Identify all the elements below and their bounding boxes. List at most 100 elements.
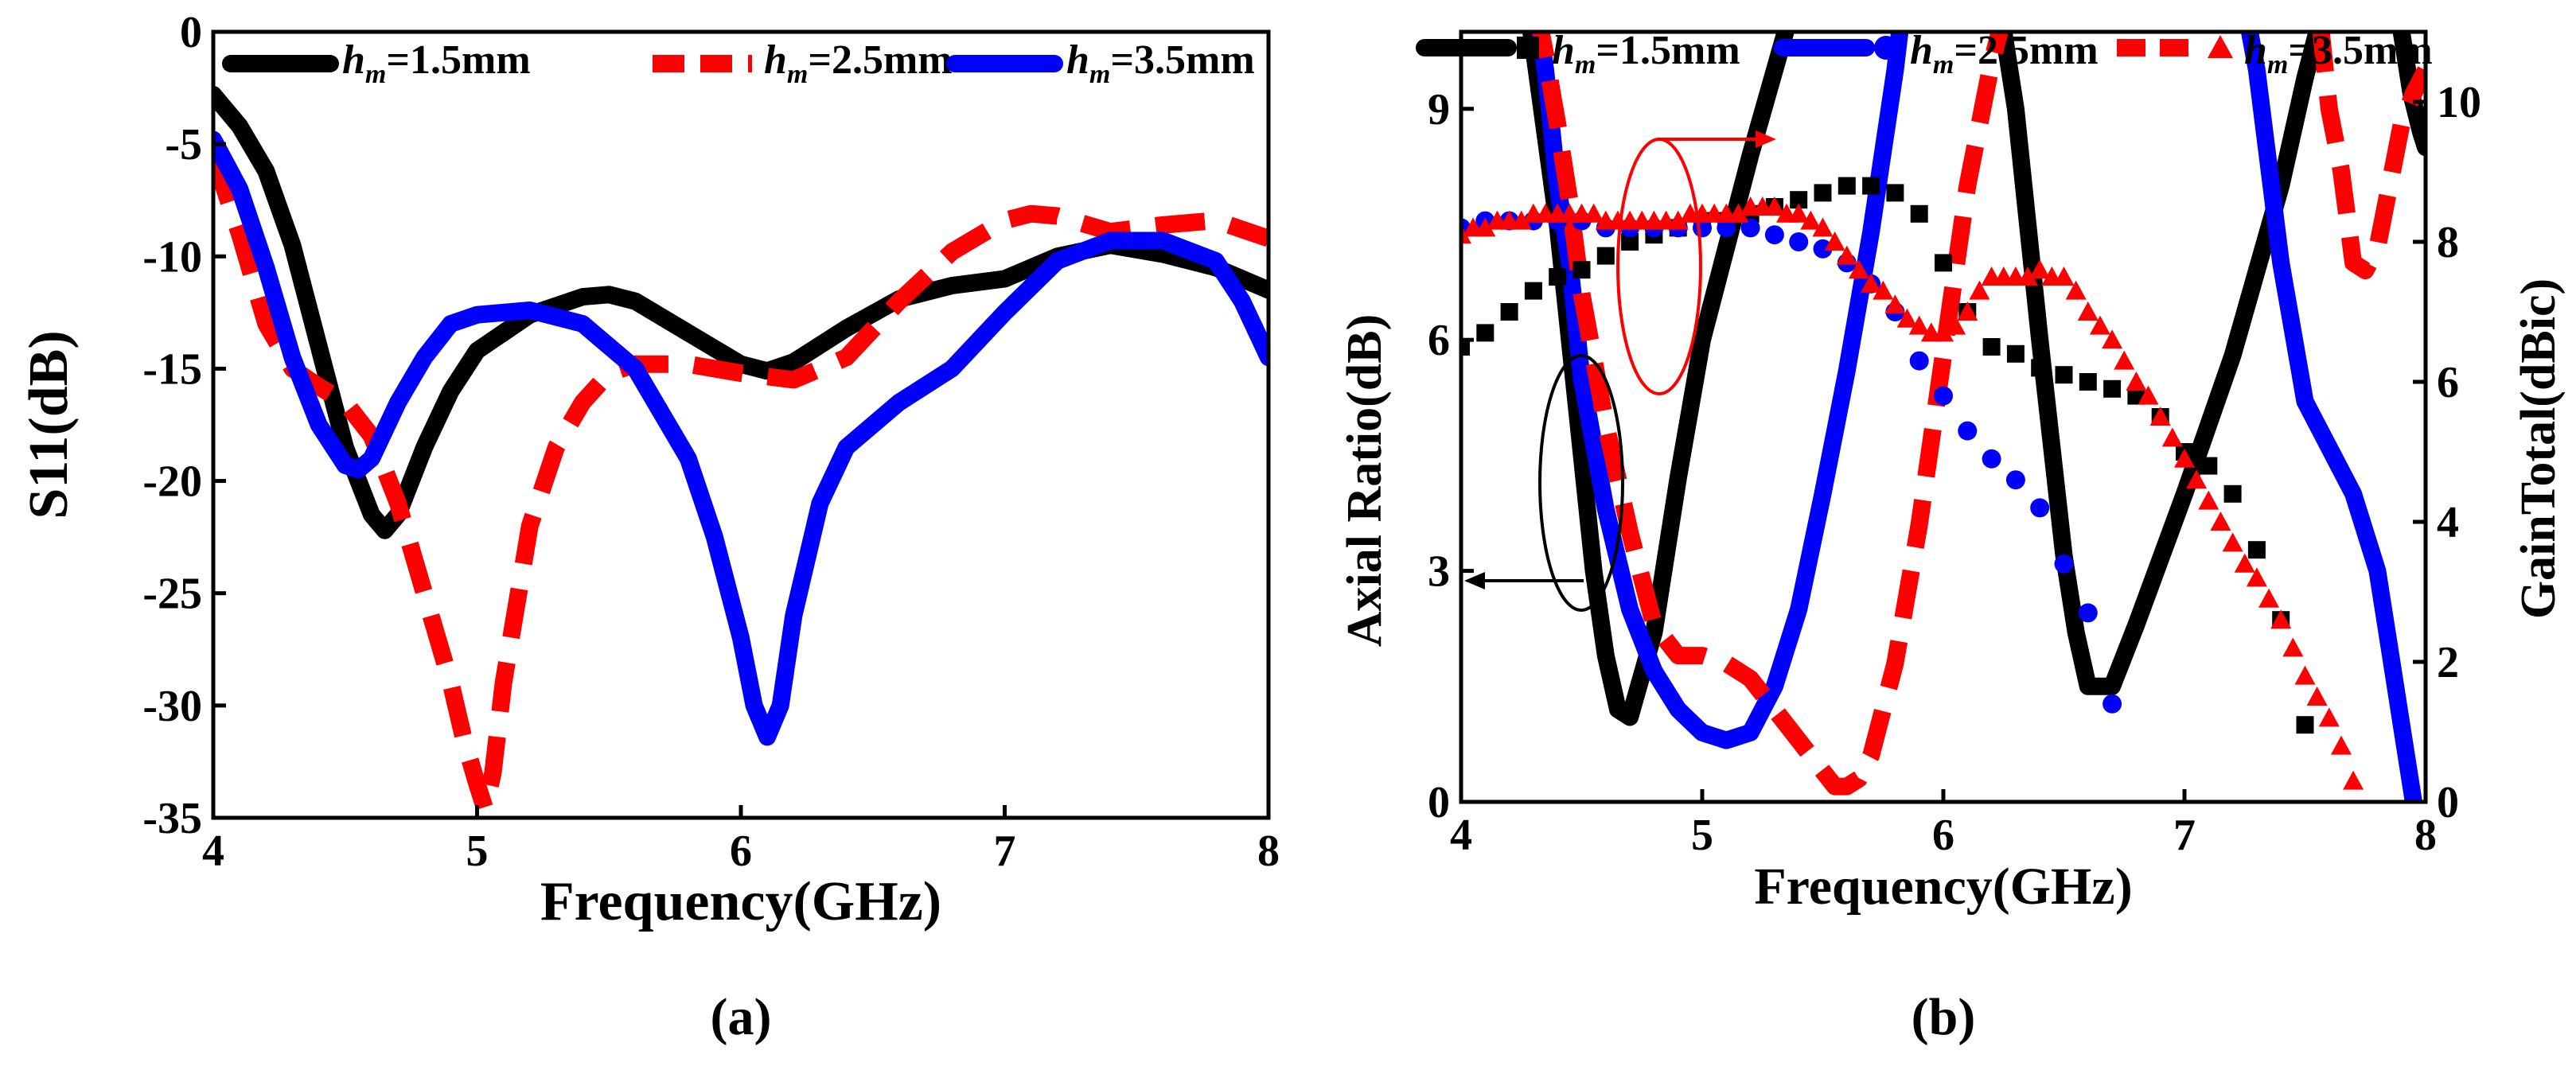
panel-b-gain-point-b15 xyxy=(1549,268,1567,286)
panel-b-ar-line-b15-2 xyxy=(2392,32,2426,157)
panel-b-gain-point-b35 xyxy=(2174,448,2195,468)
panel-b-gain-point-b35 xyxy=(1812,217,1834,237)
panel-b-legend-marker-b35 xyxy=(2208,35,2233,58)
panel-a-legend-label-s35: hm=3.5mm xyxy=(1066,37,1255,89)
panel-a-line-s15 xyxy=(213,86,1269,539)
panel-b-gain-point-b35 xyxy=(2029,259,2051,279)
panel-b-gain-point-b15 xyxy=(1596,247,1615,265)
panel-b-gain-point-b15 xyxy=(1862,177,1880,195)
panel-b-gain-point-b15 xyxy=(2103,379,2122,398)
panel-b-xtick-label: 8 xyxy=(2414,811,2437,860)
panel-b-y2tick-label: 10 xyxy=(2437,78,2481,127)
panel-b-gain-point-b35 xyxy=(2210,512,2231,531)
panel-b-gain-point-b35 xyxy=(2294,665,2316,685)
panel-b-gain-point-b15 xyxy=(2079,373,2097,391)
panel-b-gain-point-b35 xyxy=(2222,532,2243,552)
panel-a-ytick-label: -5 xyxy=(165,120,202,169)
panel-b-gain-point-b35 xyxy=(2282,637,2304,657)
panel-a-xtick-label: 7 xyxy=(994,827,1016,876)
panel-b-gain-point-b35 xyxy=(1848,259,1869,279)
panel-b-gain-point-b25 xyxy=(1934,386,1953,406)
panel-b-gain-point-b35 xyxy=(2126,372,2147,391)
panel-a-ytick-label: -25 xyxy=(142,570,202,619)
panel-b-gain-point-b25 xyxy=(2102,694,2122,714)
panel-b-gain-point-b15 xyxy=(1837,177,1856,195)
panel-b-legend-label-b15: hm=1.5mm xyxy=(1552,28,1740,80)
panel-b-gain-point-b35 xyxy=(1583,203,1604,223)
panel-b-gain-point-b35 xyxy=(1836,245,1857,265)
panel-b-gain-point-b35 xyxy=(2246,567,2267,587)
panel-b-gain-point-b15 xyxy=(2031,359,2049,377)
panel-b-xtick-label: 6 xyxy=(1932,811,1954,860)
panel-b-xtick-label: 7 xyxy=(2173,811,2196,860)
panel-a-line-s35 xyxy=(213,130,1269,746)
panel-b-gain-point-b35 xyxy=(1933,322,1954,342)
panel-b-gain-point-b25 xyxy=(1958,421,1978,441)
panel-b-xtick-label: 5 xyxy=(1691,811,1713,860)
panel-b-gain-point-b15 xyxy=(1572,261,1591,279)
panel-b-gain-point-b35 xyxy=(2102,329,2123,349)
panel-b-ar-line-b25-2 xyxy=(2240,32,2422,802)
panel-b-legend-label-b35: hm=3.5mm xyxy=(2244,28,2433,80)
panel-b-gain-point-b35 xyxy=(1873,280,1894,300)
panel-b-gain-point-b35 xyxy=(1824,231,1845,251)
panel-a-caption: (a) xyxy=(711,988,772,1046)
panel-a-legend-label-s25: hm=2.5mm xyxy=(764,37,953,89)
panel-a-ytick-label: -20 xyxy=(142,457,202,507)
panel-b-gain-point-b15 xyxy=(2006,344,2025,363)
panel-a-ytick-label: -15 xyxy=(142,344,202,394)
panel-b-gain-point-b35 xyxy=(2114,350,2135,370)
panel-a-xtick-label: 6 xyxy=(730,827,752,876)
panel-b-gain-point-b35 xyxy=(1945,315,1966,335)
panel-b-gain-point-b35 xyxy=(1667,210,1689,230)
panel-b-gain-point-b15 xyxy=(1621,233,1639,251)
panel-b-ytick-label: 3 xyxy=(1428,547,1450,597)
panel-b-gain-point-b35 xyxy=(1763,196,1785,216)
panel-b-ylabel: Axial Ratio(dB) xyxy=(1338,314,1392,648)
panel-b-gain-point-b35 xyxy=(1908,315,1930,335)
panel-b-gain-arrow-head xyxy=(1756,130,1776,148)
panel-b-ytick-label: 9 xyxy=(1428,85,1450,134)
panel-b-gain-point-b35 xyxy=(2318,707,2340,727)
panel-b-gain-point-b35 xyxy=(2149,407,2171,426)
panel-b-ar-line-b25-1 xyxy=(1530,32,1909,749)
panel-b-gain-point-b25 xyxy=(1764,225,1784,245)
panel-b-gain-point-b25 xyxy=(1740,218,1760,238)
panel-b-gain-point-b15 xyxy=(2200,457,2218,475)
panel-b-gain-point-b35 xyxy=(2065,280,2087,300)
panel-b-gain-point-b25 xyxy=(1813,239,1833,259)
panel-b-gain-point-b25 xyxy=(1717,218,1736,238)
panel-b-gain-point-b15 xyxy=(2247,541,2266,559)
panel-a-xtick-label: 5 xyxy=(466,827,489,876)
panel-a-xtick-label: 8 xyxy=(1257,827,1280,876)
panel-b-y2tick-label: 6 xyxy=(2437,358,2459,407)
panel-b-gain-point-b15 xyxy=(1910,204,1928,223)
panel-b-gain-point-b35 xyxy=(1957,302,1978,321)
panel-b-gain-point-b35 xyxy=(2077,302,2099,321)
panel-a-xtick-label: 4 xyxy=(202,827,224,876)
panel-b-ytick-label: 0 xyxy=(1428,778,1450,827)
panel-b-caption: (b) xyxy=(1912,988,1976,1046)
panel-b-gain-point-b15 xyxy=(1461,338,1470,356)
panel-b-gain-point-b25 xyxy=(2005,470,2025,490)
panel-b-gain-point-b25 xyxy=(1909,351,1929,371)
panel-a-ytick-label: -10 xyxy=(142,232,202,282)
panel-b-y2tick-label: 8 xyxy=(2437,218,2459,267)
panel-b-gain-point-b15 xyxy=(1476,324,1495,342)
panel-b-gain-point-b35 xyxy=(2161,427,2183,447)
panel-b-ar-line-b15-1 xyxy=(1522,32,2327,726)
panel-b-gain-point-b35 xyxy=(2053,266,2075,286)
panel-a-ytick-label: -35 xyxy=(142,794,202,843)
panel-b-xtick-label: 4 xyxy=(1450,811,1472,860)
panel-b-gain-point-b35 xyxy=(2138,385,2159,405)
panel-b-gain-point-b35 xyxy=(2186,469,2208,489)
panel-b-gain-point-b15 xyxy=(1982,338,2001,356)
panel-b-gain-point-b35 xyxy=(1969,280,1990,300)
panel-b-y2label: GainTotal(dBic) xyxy=(2512,278,2566,619)
panel-b-gain-ellipse xyxy=(1616,138,1702,395)
panel-b-legend-label-b25: hm=2.5mm xyxy=(1910,28,2099,80)
panel-b-gain-point-b25 xyxy=(2054,554,2074,574)
